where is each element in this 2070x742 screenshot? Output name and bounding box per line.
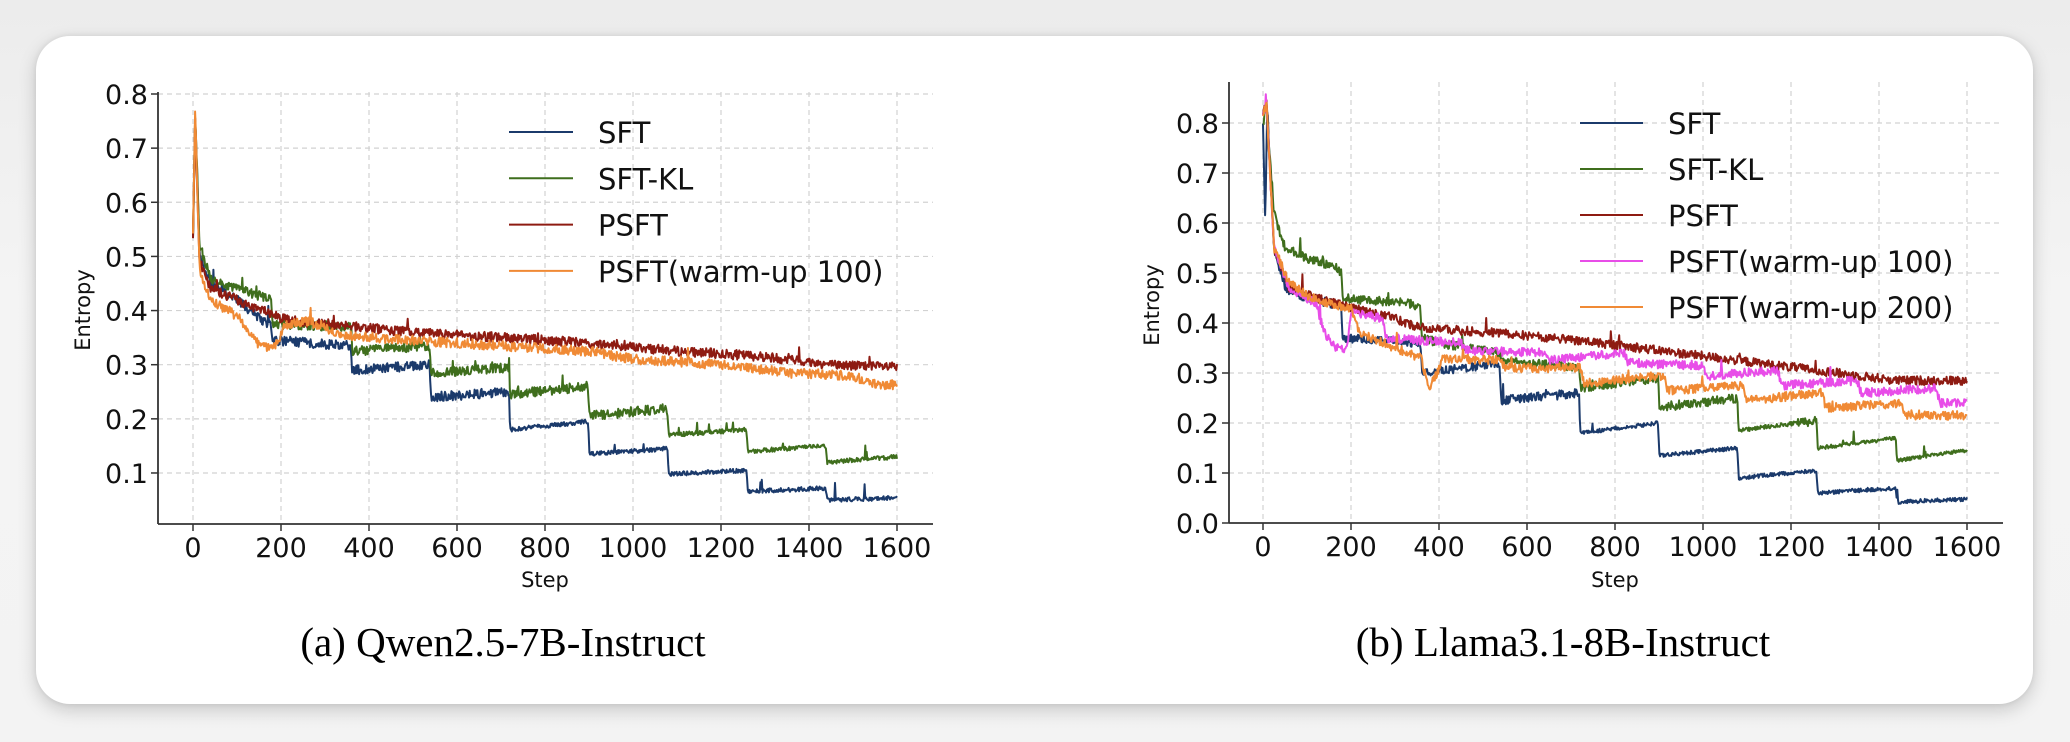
y-tick-label: 0.6 — [1176, 209, 1219, 240]
series-line-psft-warm-up-100- — [1262, 93, 1968, 409]
series-line-psft-warm-up-100- — [192, 110, 898, 391]
y-tick-label: 0.4 — [105, 297, 148, 328]
x-tick-label: 0 — [1254, 532, 1271, 563]
y-tick-label: 0.3 — [105, 351, 148, 382]
x-tick-label: 1400 — [775, 533, 844, 564]
legend-item: PSFT — [509, 209, 668, 243]
x-tick-label: 1600 — [1933, 532, 2002, 563]
legend-item: SFT-KL — [509, 162, 693, 196]
y-tick-label: 0.7 — [105, 134, 148, 165]
y-tick-label: 0.0 — [1176, 509, 1219, 540]
legend-label: SFT — [598, 116, 651, 150]
caption-qwen: (a) Qwen2.5-7B-Instruct — [300, 619, 706, 665]
x-tick-label: 600 — [431, 533, 483, 564]
y-tick-label: 0.6 — [105, 188, 148, 219]
series-line-psft-warm-up-200- — [1262, 101, 1968, 421]
x-tick-label: 400 — [343, 533, 395, 564]
x-tick-label: 1400 — [1845, 532, 1914, 563]
legend-label: PSFT(warm-up 100) — [1668, 245, 1953, 279]
legend-item: PSFT — [1580, 199, 1738, 233]
y-tick-label: 0.2 — [1176, 409, 1219, 440]
legend-label: PSFT — [1668, 199, 1738, 233]
x-tick-label: 600 — [1501, 532, 1553, 563]
legend-label: PSFT(warm-up 200) — [1668, 291, 1953, 325]
legend-item: SFT-KL — [1580, 153, 1763, 187]
x-tick-label: 400 — [1413, 532, 1465, 563]
legend-item: PSFT(warm-up 200) — [1580, 291, 1953, 325]
x-tick-label: 1600 — [863, 533, 932, 564]
y-tick-label: 0.5 — [1176, 259, 1219, 290]
legend: SFT SFT-KL PSFT PSFT(warm-up 100) PSFT(warm-… — [1580, 107, 1953, 325]
x-tick-label: 0 — [184, 533, 201, 564]
y-tick-label: 0.1 — [1176, 459, 1219, 490]
y-tick-label: 0.2 — [105, 405, 148, 436]
x-tick-label: 200 — [255, 533, 307, 564]
legend-label: PSFT(warm-up 100) — [598, 255, 883, 289]
y-axis-label: Entropy — [71, 269, 95, 351]
x-tick-label: 1200 — [687, 533, 756, 564]
legend-item: SFT — [509, 116, 651, 150]
y-axis-label: Entropy — [1140, 264, 1164, 346]
legend-label: SFT — [1668, 107, 1721, 141]
caption-llama: (b) Llama3.1-8B-Instruct — [1355, 619, 1771, 665]
x-axis-label: Step — [521, 568, 569, 592]
x-tick-label: 1000 — [599, 533, 668, 564]
x-tick-label: 800 — [1589, 532, 1641, 563]
gridlines — [158, 92, 933, 524]
y-tick-label: 0.8 — [1176, 109, 1219, 140]
series-line-sft-kl — [192, 117, 898, 466]
y-tick-label: 0.5 — [105, 242, 148, 273]
legend-label: SFT-KL — [598, 162, 693, 196]
legend-item: PSFT(warm-up 100) — [509, 255, 883, 289]
series-lines — [192, 110, 898, 503]
series-line-sft — [192, 123, 898, 503]
legend-item: PSFT(warm-up 100) — [1580, 245, 1953, 279]
y-tick-label: 0.8 — [105, 80, 148, 111]
x-tick-label: 800 — [519, 533, 571, 564]
x-tick-label: 1000 — [1669, 532, 1738, 563]
x-tick-label: 1200 — [1757, 532, 1826, 563]
legend-item: SFT — [1580, 107, 1721, 141]
y-tick-label: 0.7 — [1176, 159, 1219, 190]
y-tick-label: 0.3 — [1176, 359, 1219, 390]
y-tick-label: 0.4 — [1176, 309, 1219, 340]
chart-qwen: 0 200 400 600 800 1000 1200 1400 1600 0.1 0.2 0.3 0.… — [71, 80, 933, 592]
x-tick-label: 200 — [1325, 532, 1377, 563]
x-axis-label: Step — [1591, 568, 1639, 592]
legend-label: SFT-KL — [1668, 153, 1763, 187]
series-lines — [1262, 93, 1968, 505]
y-tick-label: 0.1 — [105, 459, 148, 490]
legend-label: PSFT — [598, 209, 668, 243]
legend: SFT SFT-KL PSFT PSFT(warm-up 100) — [509, 116, 883, 289]
